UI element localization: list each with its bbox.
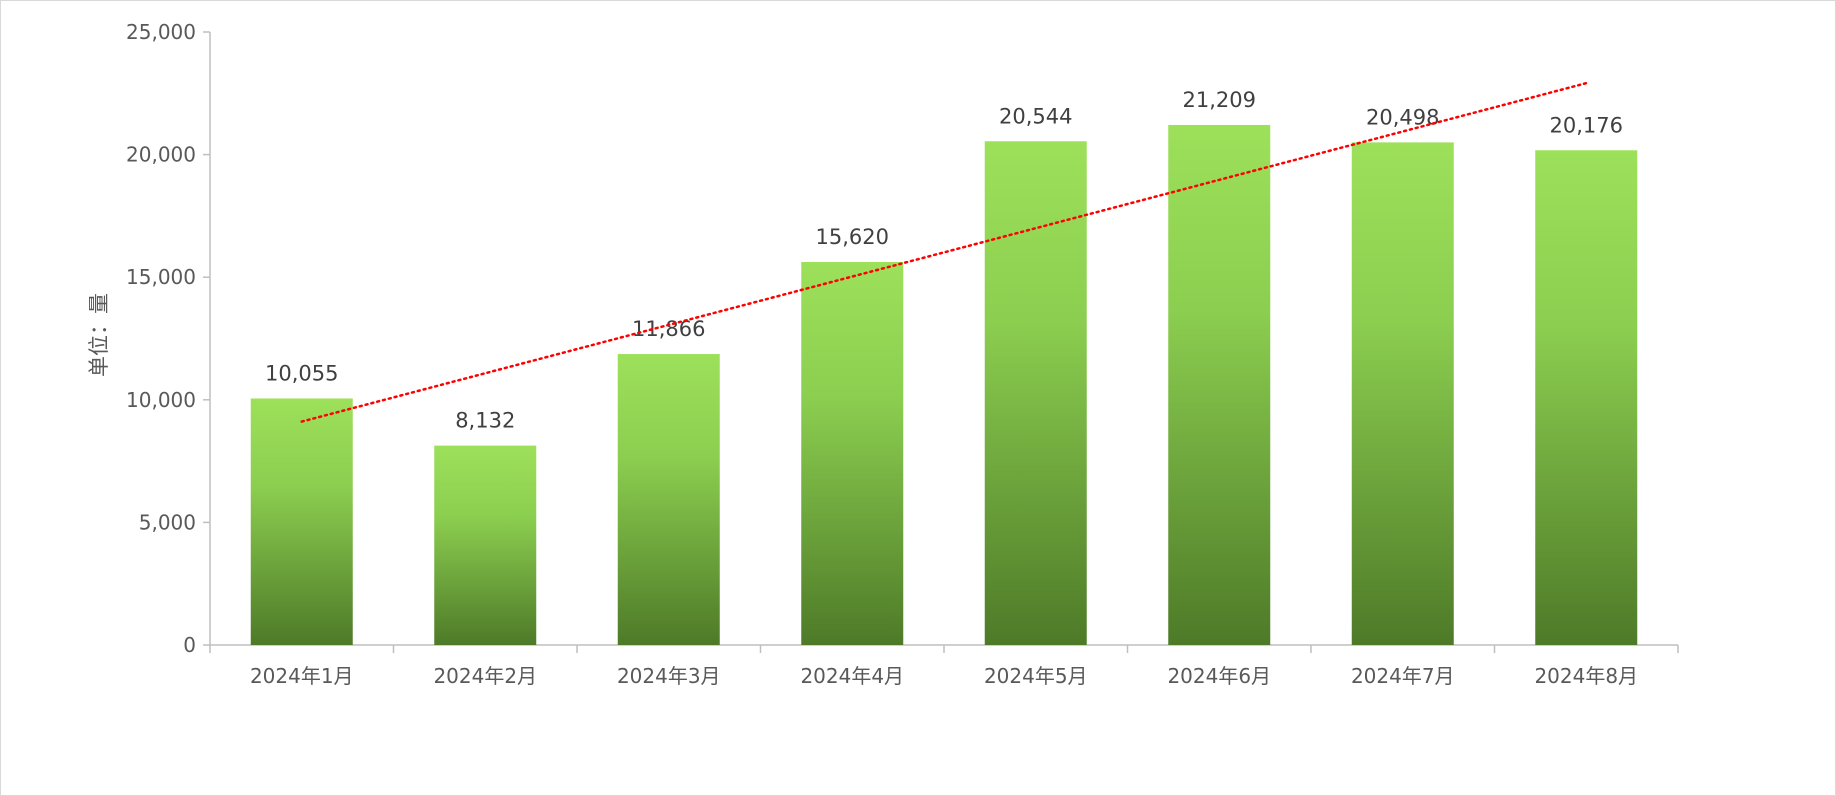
y-tick-label: 0: [183, 633, 196, 657]
data-label: 15,620: [816, 225, 889, 249]
bar: [1168, 124, 1271, 645]
data-label: 21,209: [1183, 88, 1256, 112]
x-tick-label: 2024年1月: [250, 664, 354, 688]
bar: [1535, 150, 1638, 645]
x-tick-label: 2024年8月: [1534, 664, 1638, 688]
bar: [984, 141, 1087, 646]
y-tick-label: 10,000: [126, 388, 196, 412]
bar: [617, 354, 720, 645]
x-tick-label: 2024年4月: [800, 664, 904, 688]
y-tick-label: 5,000: [139, 510, 196, 534]
data-label: 10,055: [265, 361, 338, 385]
data-label: 8,132: [455, 409, 515, 433]
bar: [434, 445, 537, 645]
data-label: 20,544: [999, 104, 1072, 128]
x-tick-label: 2024年2月: [433, 664, 537, 688]
data-label: 20,176: [1550, 113, 1623, 137]
trendline: [300, 81, 1588, 423]
y-tick-label: 25,000: [126, 20, 196, 44]
bar: [250, 398, 353, 645]
x-tick-label: 2024年3月: [617, 664, 721, 688]
data-label: 11,866: [632, 317, 705, 341]
y-tick-label: 15,000: [126, 265, 196, 289]
x-tick-label: 2024年5月: [984, 664, 1088, 688]
x-tick-label: 2024年7月: [1351, 664, 1455, 688]
y-tick-label: 20,000: [126, 143, 196, 167]
x-tick-label: 2024年6月: [1167, 664, 1271, 688]
y-axis-label: 单位：量: [87, 293, 111, 377]
bar: [801, 261, 904, 645]
bar: [1351, 142, 1454, 645]
